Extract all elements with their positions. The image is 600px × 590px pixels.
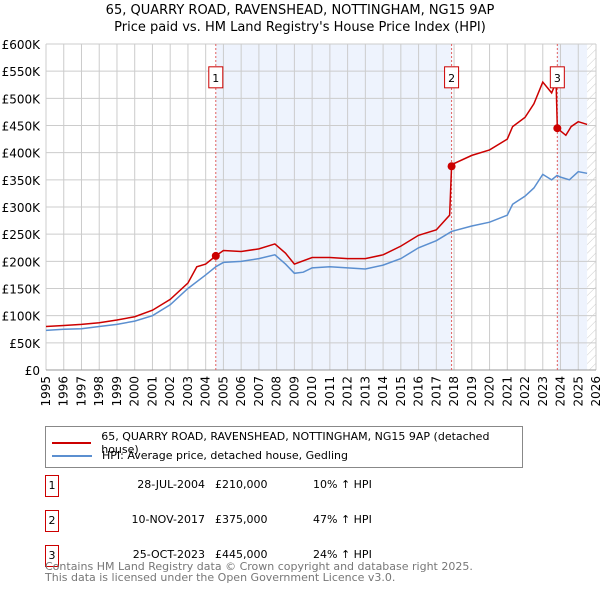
x-tick-label: 2005 bbox=[216, 376, 230, 407]
sale-price: £445,000 bbox=[215, 548, 268, 561]
x-tick-label: 2022 bbox=[518, 376, 532, 407]
x-tick-label: 2004 bbox=[199, 376, 213, 407]
x-tick-label: 2000 bbox=[128, 376, 142, 407]
y-tick-label: £150K bbox=[2, 283, 42, 297]
sale-date: 10-NOV-2017 bbox=[131, 513, 205, 526]
legend-item-hpi: HPI: Average price, detached house, Gedl… bbox=[52, 449, 348, 462]
x-tick-label: 2003 bbox=[181, 376, 195, 407]
x-tick-label: 2019 bbox=[465, 376, 479, 407]
y-tick-label: £400K bbox=[2, 147, 42, 161]
sale-price: £210,000 bbox=[215, 478, 268, 491]
x-tick-label: 2006 bbox=[234, 376, 248, 407]
sale-marker-box: 2 bbox=[45, 510, 59, 532]
x-tick-label: 2013 bbox=[358, 376, 372, 407]
x-tick-label: 2015 bbox=[394, 376, 408, 407]
sale-row: 3 25-OCT-2023 £445,000 24% ↑ HPI bbox=[45, 545, 445, 567]
x-tick-label: 2023 bbox=[536, 376, 550, 407]
legend-swatch bbox=[52, 442, 92, 444]
sale-label: 1 bbox=[212, 72, 219, 85]
sale-date: 25-OCT-2023 bbox=[132, 548, 205, 561]
x-tick-label: 2014 bbox=[376, 376, 390, 407]
sale-price: £375,000 bbox=[215, 513, 268, 526]
price-line bbox=[45, 80, 588, 328]
sale-label-box bbox=[549, 66, 565, 89]
y-tick-label: £50K bbox=[9, 337, 41, 351]
y-tick-label: £550K bbox=[2, 65, 42, 79]
x-tick-label: 2016 bbox=[412, 376, 426, 407]
sale-label: 3 bbox=[554, 72, 561, 85]
sale-label-box bbox=[208, 66, 224, 89]
y-tick-label: £500K bbox=[2, 92, 42, 106]
y-tick-label: £100K bbox=[2, 310, 42, 324]
sale-row: 1 28-JUL-2004 £210,000 10% ↑ HPI bbox=[45, 475, 445, 497]
x-tick-label: 2024 bbox=[554, 376, 568, 407]
x-tick-label: 2017 bbox=[429, 376, 443, 407]
sale-date: 28-JUL-2004 bbox=[137, 478, 205, 491]
y-tick-label: £450K bbox=[2, 120, 42, 134]
x-tick-label: 2002 bbox=[163, 376, 177, 407]
x-tick-label: 2025 bbox=[571, 376, 585, 407]
chart-title: 65, QUARRY ROAD, RAVENSHEAD, NOTTINGHAM,… bbox=[105, 3, 495, 18]
footer-line-1: Contains HM Land Registry data © Crown c… bbox=[45, 560, 473, 573]
x-tick-label: 2012 bbox=[341, 376, 355, 407]
x-tick-label: 1999 bbox=[110, 376, 124, 407]
footer-line-2: This data is licensed under the Open Gov… bbox=[45, 571, 396, 584]
x-tick-label: 2020 bbox=[483, 376, 497, 407]
y-tick-label: £0 bbox=[25, 364, 40, 378]
x-tick-label: 2011 bbox=[323, 376, 337, 407]
x-tick-label: 1995 bbox=[39, 376, 53, 407]
sale-label-box bbox=[444, 66, 460, 89]
x-tick-label: 1998 bbox=[92, 376, 106, 407]
y-tick-label: £350K bbox=[2, 174, 42, 188]
sale-point bbox=[553, 124, 562, 133]
plot-area: 1995 1996 1997 1998 1999 2000 2001 2002 2003 2004… bbox=[2, 38, 600, 407]
x-tick-label: 2018 bbox=[447, 376, 461, 407]
sale-hpi-diff: 10% ↑ HPI bbox=[313, 478, 372, 491]
x-tick-label: 2010 bbox=[305, 376, 319, 407]
sale-row: 2 10-NOV-2017 £375,000 47% ↑ HPI bbox=[45, 510, 445, 532]
x-tick-label: 1996 bbox=[57, 376, 71, 407]
x-tick-label: 2021 bbox=[500, 376, 514, 407]
x-tick-label: 1997 bbox=[74, 376, 88, 407]
sale-marker-box: 3 bbox=[45, 545, 59, 567]
y-tick-label: £250K bbox=[2, 228, 42, 242]
x-tick-label: 2009 bbox=[287, 376, 301, 407]
legend-item-property: 65, QUARRY ROAD, RAVENSHEAD, NOTTINGHAM,… bbox=[52, 430, 522, 456]
y-tick-label: £600K bbox=[2, 38, 42, 52]
sale-point bbox=[211, 251, 220, 260]
y-tick-label: £200K bbox=[2, 255, 42, 269]
chart-subtitle: Price paid vs. HM Land Registry's House … bbox=[114, 20, 486, 35]
x-tick-label: 2008 bbox=[270, 376, 284, 407]
x-tick-label: 2026 bbox=[589, 376, 600, 407]
legend-swatch bbox=[52, 454, 92, 457]
sale-hpi-diff: 24% ↑ HPI bbox=[313, 548, 372, 561]
sale-marker-box: 1 bbox=[45, 475, 59, 497]
sale-label: 2 bbox=[448, 72, 455, 85]
legend-label: 65, QUARRY ROAD, RAVENSHEAD, NOTTINGHAM,… bbox=[101, 430, 490, 456]
sale-point bbox=[447, 162, 456, 171]
legend-label: HPI: Average price, detached house, Gedl… bbox=[102, 449, 348, 462]
hpi-line bbox=[45, 170, 588, 332]
sale-hpi-diff: 47% ↑ HPI bbox=[313, 513, 372, 526]
legend: 65, QUARRY ROAD, RAVENSHEAD, NOTTINGHAM,… bbox=[45, 426, 523, 468]
x-tick-label: 2007 bbox=[252, 376, 266, 407]
x-tick-label: 2001 bbox=[145, 376, 159, 407]
y-tick-label: £300K bbox=[2, 201, 42, 215]
